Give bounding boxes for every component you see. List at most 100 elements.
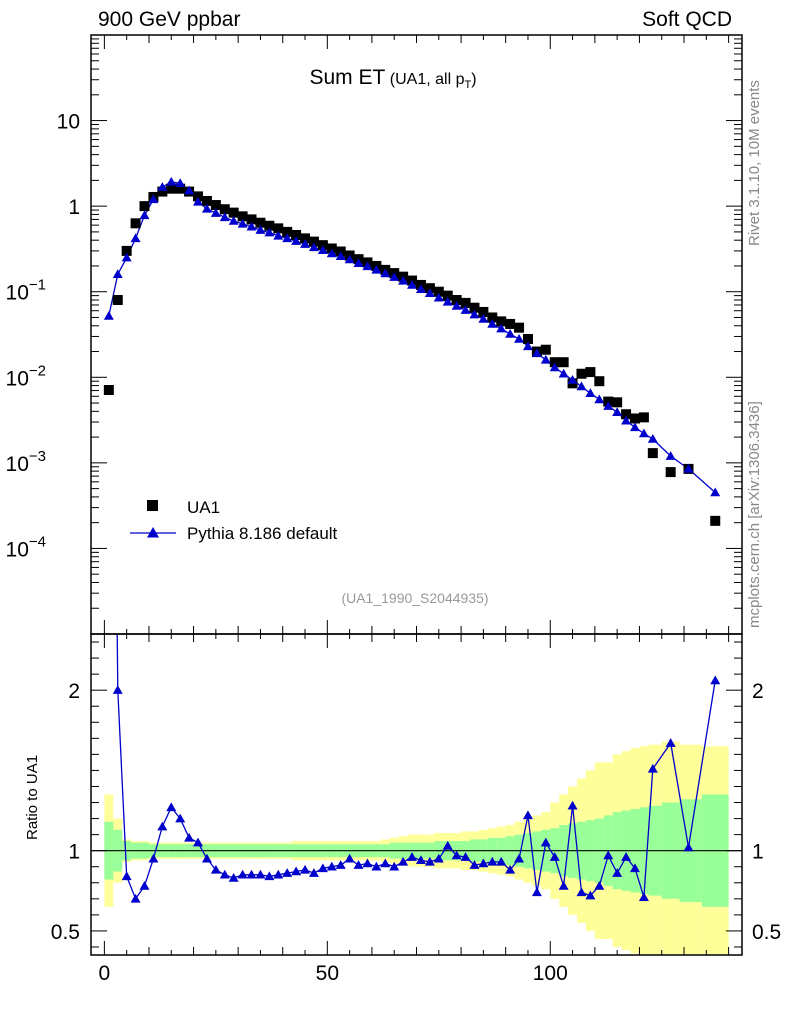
chart-subtitle-end: ) [471, 71, 477, 88]
data-point [710, 515, 721, 526]
ratio-point [451, 850, 462, 860]
data-point [612, 397, 623, 408]
ratio-point [282, 868, 293, 877]
legend-mc-label: Pythia 8.186 default [187, 524, 338, 543]
mc-point [362, 261, 373, 271]
mc-series-line [108, 181, 716, 493]
ratio-point [353, 860, 364, 869]
mc-point [282, 233, 293, 243]
mc-point [594, 394, 605, 404]
mc-point [478, 313, 489, 323]
ratio-point [540, 837, 551, 847]
mc-point [103, 311, 114, 320]
ratio-point [478, 858, 489, 868]
data-point [255, 217, 266, 228]
mc-point [184, 185, 195, 195]
data-point [228, 207, 239, 218]
ratio-point [291, 866, 302, 876]
data-point [291, 230, 302, 241]
data-point [166, 183, 177, 194]
ratio-point [576, 887, 587, 897]
ratio-point [683, 842, 694, 852]
data-point [157, 186, 168, 197]
mc-point [228, 216, 239, 225]
ratio-point [246, 869, 257, 879]
main-panel-frame [90, 34, 743, 635]
ratio-point [522, 810, 533, 820]
ratio-point [139, 880, 150, 890]
data-point [273, 223, 284, 234]
data-point [478, 306, 489, 317]
data-point [175, 183, 186, 194]
mc-point [442, 296, 453, 306]
data-point [585, 367, 596, 378]
mc-point [621, 415, 632, 425]
mc-point [531, 348, 542, 358]
ratio-point [219, 869, 230, 879]
data-point [121, 245, 132, 256]
mc-point [353, 258, 364, 268]
header-process: 900 GeV ppbar [98, 8, 241, 31]
data-point [451, 295, 462, 306]
mc-point [451, 301, 462, 310]
ratio-y-tick-label: 0.5 [51, 921, 80, 944]
ratio-y-tick-label-right: 0.5 [752, 921, 781, 944]
ratio-y-tick-label: 2 [68, 680, 80, 703]
data-point [558, 357, 569, 368]
chart-subtitle-subscript: T [464, 79, 472, 92]
ratio-point [380, 858, 391, 868]
chart-title-sub: (UA1, all pT) [390, 71, 477, 92]
panel-frames: 0 50 100 10 1 10−1 10−2 10−3 10−4 2 2 1 1 0.5 0.5 [6, 34, 781, 985]
mc-point [389, 272, 400, 281]
ratio-point [415, 855, 426, 865]
ratio-point [558, 880, 569, 890]
data-point [193, 191, 204, 202]
mc-point [317, 245, 328, 255]
y-tick-exponent: −3 [29, 448, 46, 465]
mc-point [175, 178, 186, 188]
mc-point [344, 254, 355, 264]
mc-point [558, 368, 569, 378]
ratio-point [300, 864, 311, 874]
mc-point [407, 279, 418, 289]
ratio-point [487, 856, 498, 866]
data-point [514, 322, 525, 333]
ratio-point [621, 852, 632, 861]
y-tick-label: 10−1 [6, 277, 46, 305]
mc-point [460, 305, 471, 314]
data-point [424, 283, 435, 294]
mc-point [148, 194, 159, 204]
ratio-point [531, 887, 542, 897]
ratio-point [514, 853, 525, 863]
ratio-point [424, 856, 435, 866]
ratio-point [647, 763, 658, 773]
mc-point [629, 422, 640, 432]
data-point [300, 233, 311, 244]
ratio-point [335, 860, 346, 869]
y-tick-exponent: −1 [29, 277, 46, 294]
mc-point [246, 221, 257, 231]
mc-point [505, 329, 516, 338]
ratio-point [371, 861, 382, 871]
y-tick-label: 10−2 [6, 362, 46, 390]
mc-point [201, 203, 212, 213]
y-tick-label: 10−3 [6, 448, 46, 476]
mc-point [710, 487, 721, 497]
data-point [629, 413, 640, 424]
data-point [246, 214, 257, 225]
mc-point [157, 182, 168, 191]
data-point [496, 316, 507, 327]
legend-mc-marker [147, 527, 159, 538]
mc-point [300, 239, 311, 248]
mc-point [522, 341, 533, 351]
mc-point [193, 196, 204, 206]
main-panel-marks [103, 176, 721, 526]
mc-point [121, 252, 132, 262]
mc-point [612, 407, 623, 417]
mc-point [424, 288, 435, 297]
mc-point [219, 212, 230, 222]
y-tick-exponent: −4 [29, 533, 46, 550]
mc-point [603, 401, 614, 410]
ratio-point [389, 861, 400, 871]
y-tick-exponent: −2 [29, 362, 46, 379]
